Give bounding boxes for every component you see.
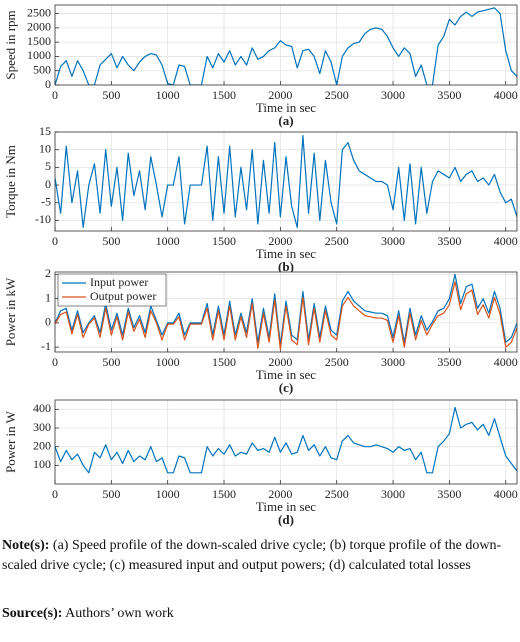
x-tick-label: 1500	[212, 355, 236, 369]
x-tick-label: 3000	[381, 234, 405, 248]
plot-frame	[54, 271, 518, 353]
plot-lines	[55, 273, 517, 351]
x-tick-label: 500	[102, 234, 120, 248]
data-line	[55, 273, 517, 346]
y-axis-label: Power in W	[3, 410, 18, 473]
note-label: Note(s):	[2, 538, 50, 553]
panel-caption: (c)	[279, 380, 293, 395]
plot-lines	[55, 134, 517, 229]
x-tick-label: 3000	[381, 487, 405, 501]
y-tick-label: 2	[45, 266, 51, 280]
data-line	[55, 406, 517, 474]
x-tick-label: 2500	[325, 355, 349, 369]
source-text: Authors’ own work	[65, 606, 174, 621]
legend-label: Input power	[90, 275, 148, 289]
y-tick-label: 5	[45, 159, 51, 173]
x-tick-label: 1000	[156, 487, 180, 501]
x-tick-label: 1000	[156, 88, 180, 102]
source: Source(s): Authors’ own work	[2, 604, 516, 624]
y-tick-label: 0	[45, 315, 51, 329]
y-tick-label: 500	[33, 62, 51, 76]
y-tick-label: 0	[45, 177, 51, 191]
x-tick-label: 0	[52, 88, 58, 102]
x-tick-label: 2000	[268, 487, 292, 501]
figure: 0 500 1000 1500 2000 2500 3000 3500 400005001000…	[3, 4, 518, 527]
panel-caption: (a)	[278, 113, 293, 128]
x-tick-label: 3500	[437, 487, 461, 501]
note: Note(s): (a) Speed profile of the down-s…	[2, 536, 516, 576]
x-tick-label: 0	[52, 355, 58, 369]
x-tick-label: 2000	[268, 355, 292, 369]
x-tick-label: 4000	[494, 88, 518, 102]
x-tick-label: 1000	[156, 355, 180, 369]
x-tick-label: 3000	[381, 355, 405, 369]
y-axis-label: Speed in rpm	[3, 10, 18, 79]
x-tick-label: 1500	[212, 234, 236, 248]
panel-caption: (b)	[278, 259, 294, 274]
plot-frame	[54, 131, 518, 232]
x-tick-label: 500	[102, 355, 120, 369]
x-axis-label: Time in sec	[256, 246, 316, 261]
y-tick-label: 1000	[27, 48, 51, 62]
data-line	[55, 134, 517, 229]
x-tick-label: 2000	[268, 234, 292, 248]
y-tick-label: 0	[45, 77, 51, 91]
x-axis-label: Time in sec	[256, 367, 316, 382]
x-tick-label: 3000	[381, 88, 405, 102]
x-tick-label: 2500	[325, 487, 349, 501]
panel-caption: (d)	[278, 512, 294, 527]
plot-area	[55, 132, 517, 231]
x-tick-label: 4000	[494, 355, 518, 369]
x-tick-label: 3500	[437, 234, 461, 248]
x-tick-label: 3500	[437, 355, 461, 369]
y-tick-label: 300	[33, 420, 51, 434]
y-tick-label: 400	[33, 401, 51, 415]
legend-box	[57, 273, 167, 307]
y-axis-label: Power in kW	[3, 277, 18, 346]
x-tick-label: 4000	[494, 234, 518, 248]
x-tick-label: 4000	[494, 487, 518, 501]
x-axis-label: Time in sec	[256, 100, 316, 115]
x-tick-label: 0	[52, 234, 58, 248]
y-tick-label: 2000	[27, 20, 51, 34]
data-line	[55, 281, 517, 351]
y-tick-label: 1500	[27, 34, 51, 48]
plot-area	[55, 400, 517, 484]
y-tick-label: 2500	[27, 5, 51, 19]
plot-lines	[55, 406, 517, 474]
legend-label: Output power	[90, 289, 156, 303]
x-tick-label: 3500	[437, 88, 461, 102]
x-tick-label: 500	[102, 88, 120, 102]
y-tick-label: 200	[33, 438, 51, 452]
plot-lines	[55, 7, 517, 85]
x-axis-label: Time in sec	[256, 499, 316, 514]
y-tick-label: 10	[39, 141, 51, 155]
y-tick-label: -10	[35, 212, 51, 226]
y-tick-label: 100	[33, 457, 51, 471]
x-tick-label: 2500	[325, 88, 349, 102]
y-tick-label: 15	[39, 124, 51, 138]
x-tick-label: 500	[102, 487, 120, 501]
plot-frame	[54, 399, 518, 485]
x-tick-label: 2500	[325, 234, 349, 248]
source-label: Source(s):	[2, 606, 63, 621]
x-tick-label: 2000	[268, 88, 292, 102]
x-tick-label: 0	[52, 487, 58, 501]
plot-frame	[54, 4, 518, 86]
y-axis-label: Torque in Nm	[3, 145, 18, 218]
x-tick-label: 1000	[156, 234, 180, 248]
data-line	[55, 7, 517, 85]
y-tick-label: -5	[41, 194, 51, 208]
x-tick-label: 1500	[212, 487, 236, 501]
note-text: (a) Speed profile of the down-scaled dri…	[2, 538, 502, 573]
x-tick-label: 1500	[212, 88, 236, 102]
y-tick-label: 1	[45, 290, 51, 304]
y-tick-label: -1	[41, 339, 51, 353]
